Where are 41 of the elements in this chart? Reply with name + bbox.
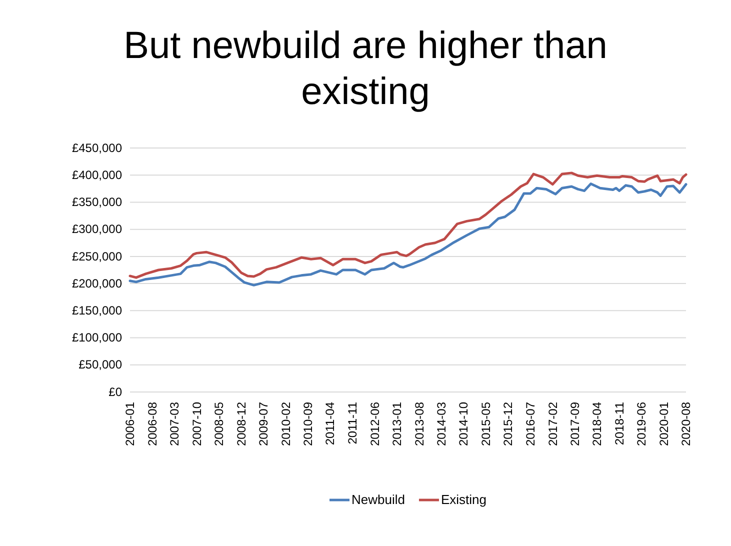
x-tick-label: 2018-04 <box>590 402 604 446</box>
x-tick-label: 2014-10 <box>456 402 471 446</box>
y-tick-label: £150,000 <box>72 304 122 318</box>
legend-label: Newbuild <box>351 492 405 507</box>
x-tick-label: 2014-03 <box>434 402 448 446</box>
legend-label: Existing <box>440 492 487 507</box>
x-tick-label: 2008-05 <box>212 402 226 446</box>
y-tick-label: £200,000 <box>72 276 122 290</box>
x-tick-label: 2016-07 <box>523 402 538 446</box>
x-tick-label: 2011-11 <box>346 402 360 444</box>
x-tick-label: 2011-04 <box>323 402 338 446</box>
x-tick-label: 2013-01 <box>390 402 404 446</box>
x-tick-label: 2010-09 <box>301 402 316 446</box>
x-tick-label: 2007-03 <box>167 402 182 446</box>
x-tick-label: 2013-08 <box>412 402 426 446</box>
x-tick-label: 2019-06 <box>634 402 649 446</box>
y-tick-label: £450,000 <box>72 140 122 155</box>
x-tick-label: 2006-08 <box>145 402 160 446</box>
line-series <box>128 172 688 279</box>
x-tick-label: 2007-10 <box>190 402 204 446</box>
x-tick-label: 2010-02 <box>278 402 293 446</box>
y-tick-label: £300,000 <box>72 222 122 236</box>
y-tick-label: £250,000 <box>72 249 122 264</box>
y-tick-label: £350,000 <box>72 195 122 210</box>
x-tick-label: 2018-11 <box>612 402 626 446</box>
y-tick-label: £50,000 <box>78 358 122 372</box>
x-tick-label: 2020-08 <box>679 402 694 446</box>
x-tick-label: 2020-01 <box>656 402 671 446</box>
x-tick-label: 2015-05 <box>478 402 493 446</box>
x-tick-label: 2017-09 <box>568 402 582 446</box>
x-tick-label: 2017-02 <box>546 402 560 446</box>
line-series <box>128 182 688 286</box>
x-tick-label: 2015-12 <box>501 402 516 446</box>
y-tick-label: £400,000 <box>72 168 122 182</box>
chart-title: But newbuild are higher than existing <box>124 25 608 113</box>
y-tick-label: £100,000 <box>72 330 122 345</box>
x-tick-label: 2008-12 <box>234 402 248 446</box>
x-tick-label: 2012-06 <box>368 402 382 446</box>
x-tick-label: 2006-01 <box>123 402 138 446</box>
y-tick-label: £0 <box>108 384 122 399</box>
x-tick-label: 2009-07 <box>256 402 271 446</box>
